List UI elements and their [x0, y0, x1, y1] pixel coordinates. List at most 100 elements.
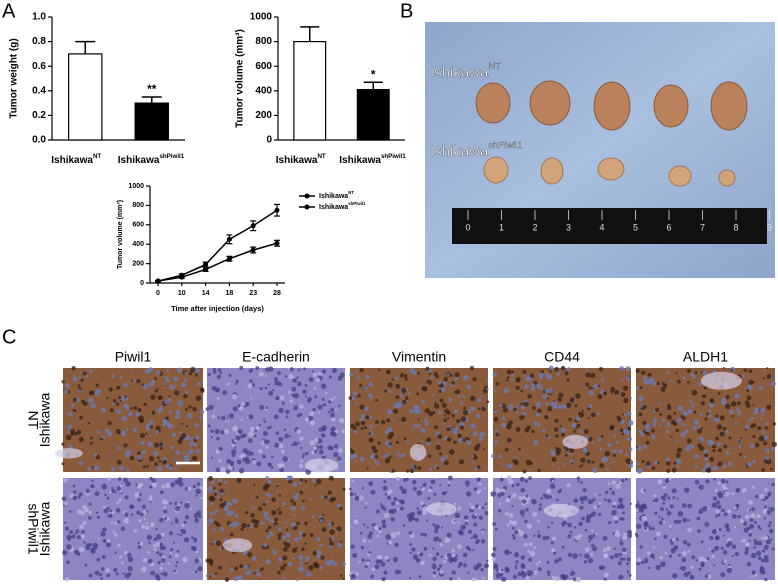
cell: [271, 510, 277, 516]
cell: [236, 477, 242, 483]
cell: [540, 388, 544, 391]
cell: [227, 382, 230, 386]
cell: [520, 404, 525, 408]
cell: [675, 372, 678, 375]
cell: [301, 532, 306, 538]
cell: [412, 370, 417, 376]
cell: [384, 430, 389, 435]
cell: [419, 552, 424, 557]
cell: [123, 443, 128, 448]
cell: [614, 427, 617, 431]
cell: [368, 481, 374, 486]
cell: [285, 528, 289, 531]
label-sup: shPiwil1: [381, 153, 406, 160]
cell: [78, 389, 82, 393]
cell: [538, 507, 542, 511]
cell: [215, 467, 221, 473]
cell: [139, 512, 144, 517]
cell: [155, 527, 158, 531]
cell: [592, 467, 598, 473]
cell: [342, 487, 346, 491]
cell: [720, 572, 726, 578]
cell: [194, 516, 198, 520]
cell: [566, 378, 570, 382]
cell: [656, 381, 660, 386]
cell: [160, 562, 163, 565]
cell: [763, 441, 768, 446]
cell: [681, 503, 687, 508]
cell: [291, 393, 295, 397]
cell: [659, 507, 664, 511]
cell: [158, 406, 164, 411]
cell: [727, 540, 733, 546]
cell: [324, 495, 328, 499]
cell: [470, 536, 473, 540]
tumor: [653, 84, 689, 128]
cell: [74, 549, 80, 555]
cell: [82, 521, 87, 526]
cell: [320, 383, 327, 390]
cell: [64, 577, 70, 582]
cell: [759, 417, 763, 421]
cell: [192, 406, 197, 412]
cell: [250, 368, 254, 372]
cell: [67, 424, 73, 430]
cell: [423, 418, 428, 423]
cell: [458, 394, 461, 398]
cell: [752, 381, 755, 384]
cell: [465, 436, 468, 440]
cell: [654, 498, 659, 503]
cell: [436, 536, 440, 540]
cell: [387, 411, 392, 415]
cell: [629, 397, 633, 400]
cell: [386, 542, 389, 545]
cell: [629, 460, 633, 464]
cell: [367, 534, 372, 540]
cell: [103, 508, 109, 514]
cell: [669, 504, 674, 509]
cell: [628, 463, 634, 469]
cell: [378, 559, 383, 564]
cell: [221, 415, 226, 421]
cell: [199, 409, 205, 415]
cell: [709, 399, 715, 404]
cell: [196, 482, 201, 486]
cell: [285, 532, 291, 538]
cell: [454, 372, 460, 378]
cell: [134, 492, 140, 498]
cell: [78, 436, 84, 443]
cell: [508, 479, 514, 485]
cell: [316, 536, 321, 542]
cell: [423, 533, 427, 537]
cell: [220, 526, 225, 532]
cell: [282, 555, 288, 561]
cell: [617, 561, 622, 566]
cell: [701, 395, 705, 398]
cell: [440, 386, 446, 393]
cell: [420, 486, 423, 489]
cell: [75, 529, 80, 533]
cell: [150, 570, 156, 576]
cell: [612, 448, 618, 454]
cell: [306, 571, 312, 577]
cell: [713, 465, 719, 471]
cell: [184, 378, 188, 382]
cell: [233, 427, 238, 432]
cell: [546, 397, 549, 400]
cell: [330, 426, 336, 432]
cell: [268, 390, 274, 396]
cell: [567, 552, 573, 558]
cell: [443, 438, 446, 441]
cell: [391, 378, 394, 381]
cell: [749, 517, 754, 522]
cell: [665, 479, 669, 483]
tumor: [529, 80, 571, 126]
cell: [65, 383, 71, 389]
cell: [514, 530, 519, 535]
cell: [74, 532, 78, 535]
cell: [416, 490, 422, 496]
cell: [312, 407, 316, 412]
cell: [278, 527, 282, 531]
cell: [698, 567, 702, 571]
cell: [141, 524, 146, 529]
